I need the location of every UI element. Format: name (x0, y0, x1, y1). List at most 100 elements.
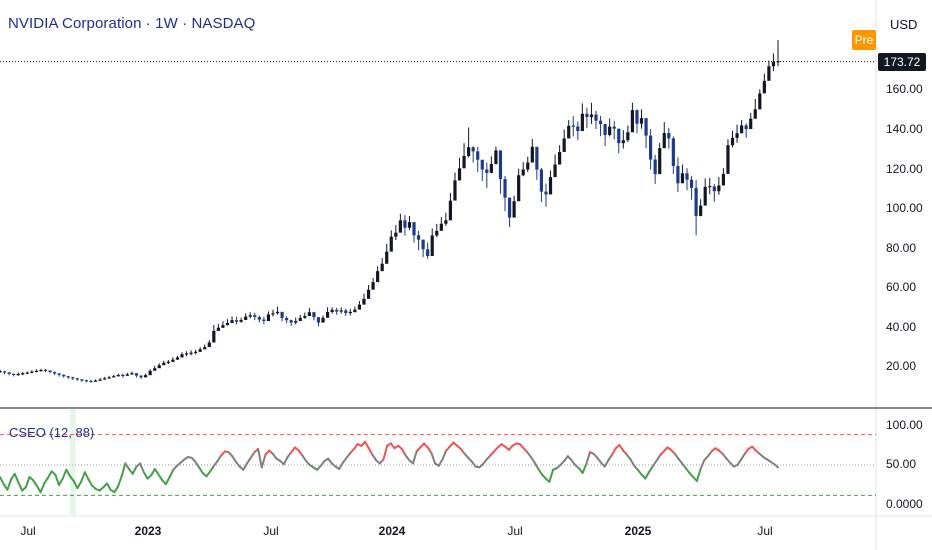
candle-body (0, 370, 2, 373)
oscillator-segment (367, 447, 374, 456)
candle-body (366, 289, 371, 299)
candle-body (589, 114, 594, 118)
oscillator-segment (216, 454, 223, 462)
candle-body (430, 235, 434, 257)
oscillator-segment (290, 446, 296, 454)
candle-body (148, 370, 152, 376)
candle-body (371, 282, 375, 290)
candle-body (407, 222, 412, 228)
symbol-title[interactable]: NVIDIA Corporation · 1W · NASDAQ (8, 15, 256, 32)
oscillator-segment (116, 475, 123, 488)
candle-body (576, 126, 580, 132)
oscillator-segment (286, 451, 293, 458)
candle-body (649, 135, 653, 160)
indicator-title[interactable]: CSEO (12, 88) (9, 425, 95, 440)
candle-body (389, 236, 393, 252)
candle-body (617, 128, 621, 144)
candle-body (571, 125, 575, 127)
oscillator-segment (164, 476, 171, 486)
oscillator-segment (319, 460, 326, 467)
candle-body (530, 146, 534, 163)
candle-body (21, 373, 25, 375)
currency-label[interactable]: USD (890, 17, 918, 32)
oscillator-segment (72, 480, 79, 490)
candle-body (266, 314, 271, 321)
candle-body (580, 113, 584, 132)
candle-body (153, 368, 157, 371)
oscillator-segment (46, 470, 53, 479)
candle-body (462, 155, 466, 169)
candle-body (239, 319, 243, 322)
candle-body (93, 380, 98, 382)
candle-body (330, 309, 334, 313)
oscillator-segment (24, 476, 31, 489)
candle-body (262, 319, 266, 321)
candle-body (612, 126, 616, 129)
candle-body (157, 365, 161, 369)
candle-body (57, 373, 61, 375)
oscillator-segment (69, 475, 75, 482)
oscillator-segment (234, 460, 241, 468)
time-tick: Jul (757, 524, 773, 538)
candle-body (457, 168, 462, 181)
price-tick: 120.00 (886, 162, 923, 176)
candle-body (626, 132, 630, 141)
oscillator-segment (596, 456, 603, 464)
oscillator-segment (529, 456, 536, 464)
candle-body (385, 251, 389, 264)
oscillator-segment (341, 456, 348, 464)
candle-body (412, 222, 416, 236)
candle-body (43, 369, 48, 371)
oscillator-segment (404, 454, 411, 462)
oscillator-segment (231, 455, 237, 463)
oscillator-segment (54, 473, 60, 486)
time-tick: Jul (263, 524, 279, 538)
candle-body (39, 369, 43, 372)
oscillator-segment (681, 462, 687, 470)
oscillator-segment (13, 472, 20, 484)
candle-body (398, 220, 402, 233)
oscillator-segment (548, 468, 555, 483)
oscillator-segment (139, 462, 145, 474)
oscillator-segment (706, 450, 713, 458)
candle-body (721, 173, 726, 186)
oscillator-segment (65, 468, 72, 478)
candle-body (257, 316, 261, 320)
oscillator-segment (260, 453, 267, 469)
candle-body (471, 147, 475, 152)
candle-body (548, 177, 553, 195)
candle-body (444, 220, 448, 224)
oscillator-segment (644, 471, 650, 480)
candle-body (298, 317, 302, 321)
oscillator-segment (625, 453, 632, 461)
price-tick: 160.00 (886, 82, 923, 96)
candle-body (485, 169, 489, 173)
oscillator-segment (673, 452, 680, 460)
oscillator-segment (581, 463, 588, 474)
candle-body (598, 120, 603, 125)
oscillator-segment (400, 448, 407, 457)
candle-body (703, 186, 707, 206)
oscillator-segment (389, 442, 396, 450)
candle-body (112, 376, 116, 378)
candle-body (603, 124, 607, 136)
oscillator-segment (526, 451, 532, 458)
oscillator-segment (695, 468, 702, 482)
candle-body (562, 138, 566, 152)
candle-body (175, 357, 180, 360)
candle-body (203, 347, 207, 350)
oscillator-segment (570, 459, 577, 466)
oscillator-segment (168, 468, 175, 478)
premarket-badge: Pre (852, 30, 876, 50)
candle-body (335, 309, 339, 312)
time-tick: Jul (20, 524, 36, 538)
price-tick: 80.00 (886, 241, 917, 255)
oscillator-segment (411, 450, 418, 465)
candle-body (403, 220, 407, 228)
candle-body (162, 362, 166, 366)
candle-body (694, 187, 698, 216)
candle-body (621, 140, 625, 144)
oscillator-segment (205, 470, 212, 478)
